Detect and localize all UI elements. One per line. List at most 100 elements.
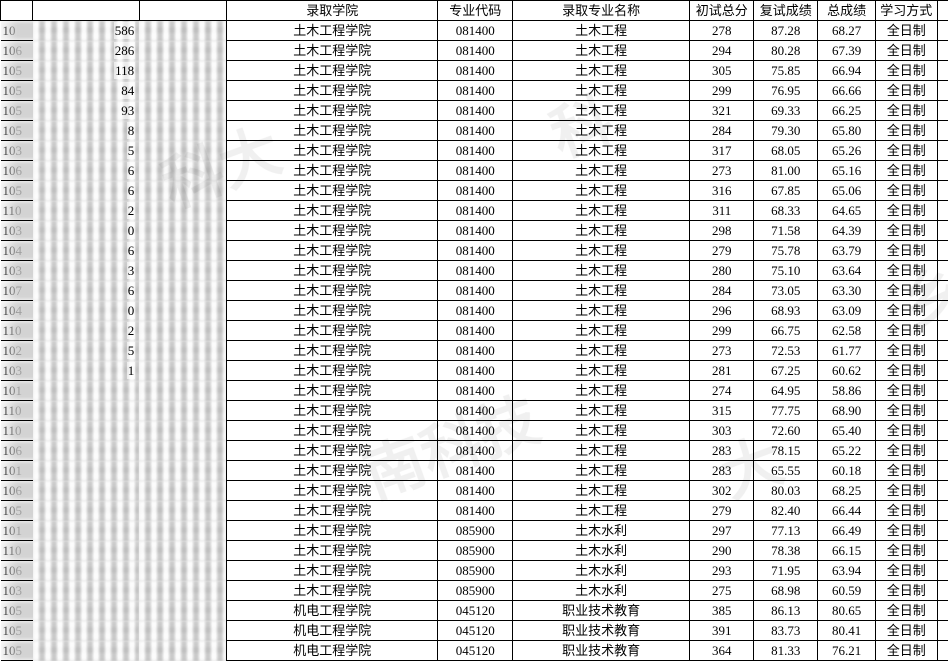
cell-major-code: 081400	[438, 101, 513, 121]
redacted-cell	[139, 461, 226, 481]
cell-score2: 79.30	[754, 121, 818, 141]
cell-mode: 全日制	[875, 121, 937, 141]
table-row: 106土木工程学院085900土木水利29371.9563.94全日制	[1, 561, 948, 581]
cell-major-name: 土木工程	[513, 161, 690, 181]
cell-major-code: 085900	[438, 581, 513, 601]
cell-score2: 66.75	[754, 321, 818, 341]
cell-edge	[937, 361, 948, 381]
cell-college: 土木工程学院	[227, 101, 438, 121]
cell-score2: 69.33	[754, 101, 818, 121]
redacted-cell	[33, 381, 140, 401]
redacted-cell	[139, 541, 226, 561]
redacted-cell	[139, 61, 226, 81]
redacted-cell: 2	[33, 321, 140, 341]
table-row: 106土木工程学院081400土木工程28378.1565.22全日制	[1, 441, 948, 461]
cell-edge	[937, 561, 948, 581]
cell-score1: 385	[690, 601, 754, 621]
redacted-cell	[139, 261, 226, 281]
cell-mode: 全日制	[875, 521, 937, 541]
id-prefix: 106	[1, 561, 33, 581]
redacted-cell	[139, 561, 226, 581]
cell-major-name: 职业技术教育	[513, 621, 690, 641]
cell-score3: 62.58	[818, 321, 876, 341]
id-prefix: 102	[1, 341, 33, 361]
redacted-cell	[33, 421, 140, 441]
redacted-cell	[139, 301, 226, 321]
cell-major-name: 职业技术教育	[513, 601, 690, 621]
redacted-cell	[139, 241, 226, 261]
cell-score3: 63.09	[818, 301, 876, 321]
cell-score3: 63.64	[818, 261, 876, 281]
cell-major-code: 081400	[438, 341, 513, 361]
col-score2: 复试成绩	[754, 1, 818, 21]
cell-score1: 302	[690, 481, 754, 501]
redacted-cell	[139, 41, 226, 61]
cell-college: 土木工程学院	[227, 321, 438, 341]
cell-score3: 60.62	[818, 361, 876, 381]
cell-college: 土木工程学院	[227, 581, 438, 601]
cell-major-name: 土木工程	[513, 21, 690, 41]
cell-mode: 全日制	[875, 81, 937, 101]
cell-mode: 全日制	[875, 561, 937, 581]
cell-major-code: 081400	[438, 421, 513, 441]
id-prefix: 103	[1, 141, 33, 161]
table-body: 10586土木工程学院081400土木工程27887.2868.27全日制 106…	[1, 21, 948, 661]
table-row: 10586土木工程学院081400土木工程27887.2868.27全日制	[1, 21, 948, 41]
table-row: 101土木工程学院085900土木水利29777.1366.49全日制	[1, 521, 948, 541]
redacted-cell	[139, 521, 226, 541]
cell-score3: 58.86	[818, 381, 876, 401]
cell-college: 机电工程学院	[227, 601, 438, 621]
redacted-cell	[139, 641, 226, 661]
cell-score1: 364	[690, 641, 754, 661]
cell-edge	[937, 61, 948, 81]
cell-score1: 299	[690, 321, 754, 341]
id-prefix: 103	[1, 361, 33, 381]
redacted-cell: 5	[33, 341, 140, 361]
col-blank1	[1, 1, 33, 21]
cell-score3: 80.41	[818, 621, 876, 641]
cell-major-name: 土木工程	[513, 81, 690, 101]
cell-score1: 316	[690, 181, 754, 201]
redacted-cell	[139, 21, 226, 41]
cell-major-code: 081400	[438, 441, 513, 461]
col-college: 录取学院	[227, 1, 438, 21]
id-prefix: 103	[1, 261, 33, 281]
cell-edge	[937, 21, 948, 41]
cell-edge	[937, 41, 948, 61]
cell-college: 土木工程学院	[227, 421, 438, 441]
cell-major-code: 081400	[438, 301, 513, 321]
redacted-cell	[139, 101, 226, 121]
redacted-cell: 93	[33, 101, 140, 121]
cell-mode: 全日制	[875, 201, 937, 221]
cell-score2: 86.13	[754, 601, 818, 621]
redacted-cell: 3	[33, 261, 140, 281]
cell-score1: 279	[690, 241, 754, 261]
table-row: 10593土木工程学院081400土木工程32169.3366.25全日制	[1, 101, 948, 121]
cell-edge	[937, 501, 948, 521]
cell-major-code: 085900	[438, 561, 513, 581]
cell-college: 土木工程学院	[227, 301, 438, 321]
cell-college: 土木工程学院	[227, 121, 438, 141]
table-row: 1076土木工程学院081400土木工程28473.0563.30全日制	[1, 281, 948, 301]
cell-edge	[937, 381, 948, 401]
col-edge	[937, 1, 948, 21]
cell-major-code: 081400	[438, 161, 513, 181]
redacted-cell	[139, 621, 226, 641]
cell-score3: 61.77	[818, 341, 876, 361]
cell-major-code: 081400	[438, 41, 513, 61]
cell-major-name: 土木水利	[513, 521, 690, 541]
redacted-cell	[139, 381, 226, 401]
redacted-cell	[139, 601, 226, 621]
cell-college: 土木工程学院	[227, 221, 438, 241]
cell-score1: 284	[690, 281, 754, 301]
table-row: 110土木工程学院081400土木工程30372.6065.40全日制	[1, 421, 948, 441]
cell-major-code: 081400	[438, 241, 513, 261]
cell-mode: 全日制	[875, 641, 937, 661]
cell-score3: 65.40	[818, 421, 876, 441]
table-row: 1040土木工程学院081400土木工程29668.9363.09全日制	[1, 301, 948, 321]
cell-score1: 280	[690, 261, 754, 281]
redacted-cell	[139, 221, 226, 241]
cell-score1: 317	[690, 141, 754, 161]
redacted-cell	[33, 521, 140, 541]
cell-mode: 全日制	[875, 621, 937, 641]
